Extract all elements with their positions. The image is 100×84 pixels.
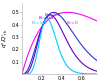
Text: $K_c\!=\!0.5$: $K_c\!=\!0.5$ bbox=[31, 20, 48, 27]
Text: $K_c\!=\!0.2$: $K_c\!=\!0.2$ bbox=[38, 15, 54, 22]
Text: $K_c\!=\!0.1$: $K_c\!=\!0.1$ bbox=[44, 11, 61, 19]
Text: $K_c\!=\!0$: $K_c\!=\!0$ bbox=[66, 20, 79, 27]
Y-axis label: $q''/Q'_{th}$: $q''/Q'_{th}$ bbox=[1, 28, 10, 48]
